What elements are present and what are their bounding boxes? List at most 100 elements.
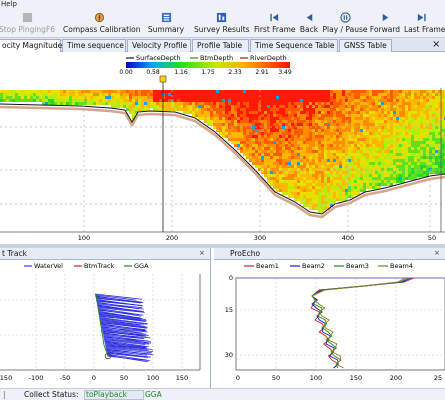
heatmap-cell xyxy=(189,99,192,102)
heatmap-cell xyxy=(264,96,267,99)
heatmap-cell xyxy=(420,105,423,108)
heatmap-cell xyxy=(327,141,330,144)
heatmap-cell xyxy=(321,117,324,120)
tab-profile-table[interactable]: Profile Table xyxy=(192,39,249,52)
pane-splitter[interactable] xyxy=(0,244,445,248)
tab-time-sequence-table[interactable]: Time Sequence Table xyxy=(250,39,338,52)
heatmap-cell xyxy=(12,99,15,102)
heatmap-cell xyxy=(435,111,438,114)
heatmap-cell xyxy=(105,90,108,93)
heatmap-cell xyxy=(351,90,354,93)
heatmap-cell xyxy=(210,111,213,114)
heatmap-cell xyxy=(297,138,300,141)
tab-velocity-profile[interactable]: Velocity Profile xyxy=(127,39,191,52)
heatmap-cell xyxy=(297,198,300,201)
heatmap-cell xyxy=(354,174,357,177)
heatmap-cell xyxy=(417,129,420,132)
heatmap-cell xyxy=(375,99,378,102)
heatmap-cell xyxy=(117,93,120,96)
menu-help[interactable]: Help xyxy=(1,0,17,8)
heatmap-cell xyxy=(336,105,339,108)
heatmap-cell xyxy=(291,126,294,129)
heatmap-cell xyxy=(420,114,423,117)
close-view-button[interactable]: × xyxy=(432,38,440,51)
survey-results-button[interactable]: Survey Results xyxy=(194,10,250,36)
heatmap-cell xyxy=(225,111,228,114)
heatmap-cell xyxy=(378,168,381,171)
x-tick: 100 xyxy=(147,374,159,382)
tab-time-sequence[interactable]: Time sequence xyxy=(62,39,126,52)
heatmap-cell xyxy=(396,156,399,159)
velocity-magnitude-chart[interactable]: SurfaceDepth BtmDepth RiverDepth 0.00 0.… xyxy=(0,52,445,244)
heatmap-cell xyxy=(360,165,363,168)
heatmap-cell xyxy=(426,120,429,123)
close-pro-echo-button[interactable]: × xyxy=(434,248,440,259)
position-marker-handle[interactable] xyxy=(159,75,167,83)
heatmap-cell xyxy=(357,192,360,195)
heatmap-cell xyxy=(255,114,258,117)
heatmap-cell xyxy=(417,147,420,150)
ship-track-plot[interactable]: WaterVel BtmTrack GGA 150 -100 -50 0 50 … xyxy=(0,260,210,388)
heatmap-cell xyxy=(309,132,312,135)
heatmap-cell xyxy=(408,120,411,123)
heatmap-cell xyxy=(276,117,279,120)
heatmap-cell xyxy=(189,111,192,114)
heatmap-cell xyxy=(435,162,438,165)
tab-label: ocity Magnitude xyxy=(2,41,63,50)
pro-echo-plot[interactable]: Beam1 Beam2 Beam3 Beam4 0 15 30 0 50 100… xyxy=(214,260,445,388)
heatmap-cell xyxy=(300,117,303,120)
heatmap-cell xyxy=(342,189,345,192)
heatmap-cell xyxy=(438,108,441,111)
heatmap-cell xyxy=(243,123,246,126)
heatmap-cell xyxy=(345,153,348,156)
heatmap-cell xyxy=(339,174,342,177)
heatmap-cell xyxy=(252,129,255,132)
heatmap-cell xyxy=(129,105,132,108)
heatmap-cell xyxy=(399,114,402,117)
heatmap-cell xyxy=(57,90,60,93)
play-pause-button[interactable]: Play / Pause xyxy=(322,10,368,36)
heatmap-cell xyxy=(279,108,282,111)
heatmap-cell xyxy=(375,126,378,129)
tab-gnss-table[interactable]: GNSS Table xyxy=(339,39,392,52)
heatmap-cell xyxy=(438,162,441,165)
heatmap-cell xyxy=(426,129,429,132)
heatmap-cell xyxy=(360,120,363,123)
stop-pinging-button[interactable]: Stop PingingF6 xyxy=(0,10,56,36)
tab-velocity-magnitude[interactable]: ocity Magnitude xyxy=(0,39,63,53)
heatmap-cell xyxy=(381,144,384,147)
heatmap-cell xyxy=(354,129,357,132)
heatmap-cell xyxy=(336,165,339,168)
first-frame-button[interactable]: First Frame xyxy=(254,10,296,36)
heatmap-cell xyxy=(231,117,234,120)
heatmap-cell xyxy=(390,135,393,138)
heatmap-cell xyxy=(387,162,390,165)
back-button[interactable]: Back xyxy=(297,10,321,36)
heatmap-cell xyxy=(393,177,396,180)
heatmap-cell xyxy=(87,102,90,105)
last-frame-button[interactable]: Last Frame xyxy=(404,10,445,36)
heatmap-cell xyxy=(378,129,381,132)
heatmap-cell xyxy=(312,135,315,138)
heatmap-cell xyxy=(96,96,99,99)
heatmap-cell xyxy=(345,198,348,201)
close-ship-track-button[interactable]: × xyxy=(199,248,205,259)
pro-echo-grid xyxy=(236,278,445,370)
heatmap-cell xyxy=(354,117,357,120)
heatmap-cell xyxy=(369,90,372,93)
forward-button[interactable]: Forward xyxy=(369,10,401,36)
x-tick: -50 xyxy=(60,374,71,382)
heatmap-cell xyxy=(435,141,438,144)
heatmap-cell xyxy=(141,96,144,99)
heatmap-cell xyxy=(384,114,387,117)
heatmap-cell xyxy=(210,108,213,111)
heatmap-cell xyxy=(378,165,381,168)
heatmap-cell xyxy=(288,105,291,108)
heatmap-cell xyxy=(348,153,351,156)
heatmap-cell xyxy=(333,114,336,117)
heatmap-cell xyxy=(345,120,348,123)
summary-button[interactable]: Summary xyxy=(146,10,186,36)
heatmap-cell xyxy=(426,162,429,165)
heatmap-cell xyxy=(36,93,39,96)
compass-calibration-button[interactable]: Compass Calibration xyxy=(63,10,141,36)
